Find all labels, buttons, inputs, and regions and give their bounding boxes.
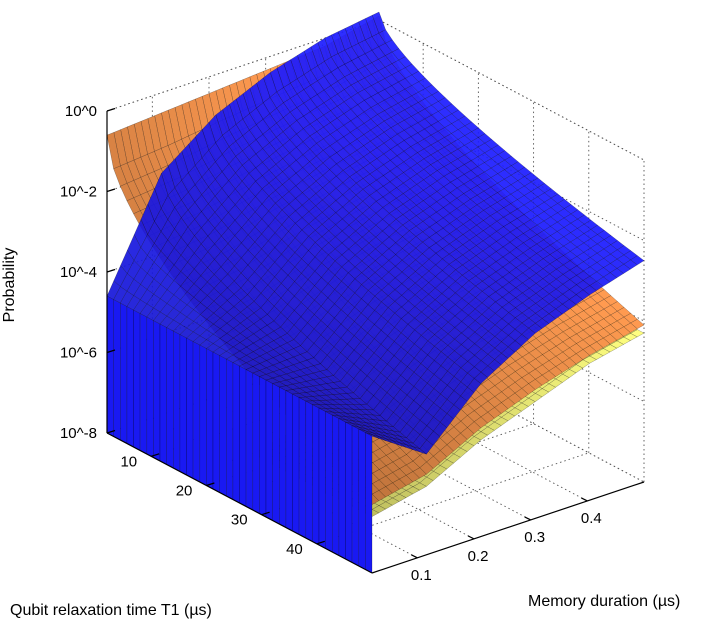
y-tick	[316, 540, 325, 545]
y-gridline	[316, 452, 589, 545]
surface-skirt-patch	[139, 313, 147, 455]
surface-skirt-patch	[351, 425, 359, 567]
surface-skirt-patch	[239, 365, 247, 507]
y-gridline	[261, 423, 534, 516]
surface-skirt-patch	[206, 348, 214, 490]
surface-skirt-patch	[245, 369, 253, 511]
surface-skirt-patch	[113, 299, 121, 441]
z-tick	[106, 188, 116, 193]
surface-skirt-patch	[345, 421, 353, 563]
y-tick-label: 30	[231, 512, 248, 529]
y-tick-label: 20	[176, 483, 193, 500]
y-tick	[261, 511, 270, 516]
x-tick	[524, 516, 531, 521]
surface-skirt-patch	[212, 351, 220, 493]
z-tick-label: 10^-6	[60, 345, 97, 362]
surface-skirt-patch	[219, 355, 227, 497]
surface-skirt-patch	[325, 411, 333, 553]
z-gridline	[378, 19, 645, 161]
x-axis-title: Memory duration (µs)	[528, 593, 680, 610]
surface-skirt-patch	[106, 295, 114, 437]
surface-layer	[106, 11, 645, 574]
surface-skirt-patch	[305, 400, 313, 542]
x-tick	[467, 535, 475, 540]
z-tick	[106, 107, 116, 112]
surface-skirt-patch	[358, 428, 366, 570]
z-tick-label: 10^-2	[60, 184, 97, 201]
surface-skirt-patch	[365, 432, 373, 574]
surface-skirt-patch	[179, 334, 187, 476]
y-tick	[206, 482, 215, 487]
surface-skirt-patch	[292, 393, 300, 535]
surface-skirt-patch	[146, 316, 154, 458]
x-tick-label: 0.3	[524, 529, 545, 546]
x-tick-label: 0.4	[581, 510, 602, 527]
surface-skirt-patch	[186, 337, 194, 479]
x-axis-line	[371, 481, 645, 574]
y-tick-label: 40	[286, 541, 303, 558]
labels-layer: 10^0 10^-2 10^-4 10^-6 10^-8 10 20 30 40 0.1 0.2 0.…	[60, 103, 602, 584]
surface-skirt-patch	[133, 309, 141, 451]
y-tick	[150, 453, 160, 457]
surface-skirt-patch	[232, 362, 240, 504]
surface-skirt-patch	[153, 320, 161, 462]
surface-skirt-patch	[298, 397, 306, 539]
surface-skirt-patch	[166, 327, 174, 469]
z-tick	[106, 268, 116, 273]
surface-skirt-patch	[199, 344, 207, 486]
surface-skirt-patch	[159, 323, 167, 465]
surface-skirt-patch	[272, 383, 280, 525]
surface-skirt-patch	[173, 330, 181, 472]
surface-skirt-patch	[332, 414, 340, 556]
x-tick-label: 0.1	[411, 567, 432, 584]
surface-skirt-patch	[226, 358, 234, 500]
y-axis-title: Qubit relaxation time T1 (µs)	[10, 602, 212, 619]
z-tick-label: 10^-4	[60, 264, 97, 281]
surface-skirt-patch	[318, 407, 326, 549]
surface-skirt-patch	[120, 302, 128, 444]
y-tick-label: 10	[120, 453, 137, 470]
axes-layer	[106, 107, 645, 574]
surface-skirt-patch	[259, 376, 267, 518]
surface-skirt-patch	[252, 372, 260, 514]
surface-skirt-patch	[312, 404, 320, 546]
z-axis-title: Probability	[1, 248, 18, 323]
x-tick	[411, 554, 418, 559]
surface-skirt-patch	[265, 379, 273, 521]
x-tick-label: 0.2	[468, 548, 489, 565]
surface-blue	[106, 11, 645, 574]
surface-skirt-patch	[338, 418, 346, 560]
surface-skirt-patch	[279, 386, 287, 528]
z-tick	[106, 349, 116, 354]
z-tick-label: 10^0	[65, 103, 97, 120]
z-tick	[106, 429, 116, 434]
surface-skirt-patch	[126, 306, 134, 448]
surface-skirt-patch	[192, 341, 200, 483]
x-tick	[581, 497, 588, 502]
surface-skirt-patch	[285, 390, 293, 532]
z-tick-label: 10^-8	[60, 425, 97, 442]
